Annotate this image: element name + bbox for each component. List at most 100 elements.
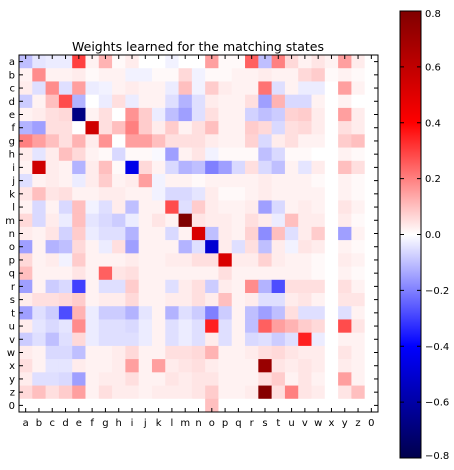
heatmap-cell [45,319,60,334]
heatmap-cell [205,253,219,267]
heatmap-cell [324,372,339,386]
heatmap-cell [218,68,233,82]
heatmap-cell [351,372,366,386]
heatmap-cell [151,213,166,228]
heatmap-cell [231,332,246,347]
heatmap-cell [218,372,233,386]
heatmap-cell [151,293,166,307]
heatmap-cell [364,213,379,228]
heatmap-cell [72,372,86,386]
heatmap-cell [231,147,246,162]
heatmap-cell [98,187,113,201]
heatmap-cell [298,359,312,373]
heatmap-cell [125,372,140,386]
heatmap-cell [178,160,193,175]
heatmap-cell [284,55,299,69]
heatmap-cell [112,174,126,188]
heatmap-cell [324,306,339,320]
colorbar-tick-label: 0.2 [425,174,441,185]
heatmap-cell [271,81,286,96]
heatmap-cell [338,398,352,413]
heatmap-cell [284,134,299,148]
heatmap-cell [72,68,86,82]
heatmap-cell [165,253,179,267]
heatmap-cell [112,55,126,69]
heatmap-cell [258,174,273,188]
heatmap-cell [45,213,60,228]
heatmap-cell [32,398,46,413]
heatmap-cell [165,94,179,109]
heatmap-cell [324,253,339,267]
heatmap-cell [138,240,153,254]
heatmap-cell [351,293,366,307]
heatmap-cell [72,160,86,175]
heatmap-cell [258,200,273,215]
heatmap-cell [112,306,126,320]
heatmap-cell [338,279,352,294]
heatmap-cell [284,160,299,175]
heatmap-cell [98,319,113,334]
heatmap-cell [258,359,273,373]
heatmap-cell [58,372,73,386]
heatmap-cell [351,385,366,400]
heatmap-cell [58,332,73,347]
heatmap-cell [178,81,193,96]
heatmap-cell [151,107,166,122]
heatmap-cell [85,385,100,400]
heatmap-cell [271,240,286,254]
heatmap-cell [338,121,352,135]
heatmap-cell [165,279,179,294]
heatmap-cell [231,240,246,254]
heatmap-cell [271,385,286,400]
heatmap-cell [218,332,233,347]
heatmap-cell [98,398,113,413]
heatmap-cell [72,266,86,281]
heatmap-cell [58,68,73,82]
heatmap-cell [191,68,206,82]
heatmap-cell [324,226,339,241]
heatmap-cell [125,81,140,96]
heatmap-cell [58,107,73,122]
heatmap-cell [311,372,326,386]
heatmap-cell [32,385,46,400]
x-tick-label: j [143,418,147,429]
heatmap-cell [112,319,126,334]
heatmap-cell [85,213,100,228]
heatmap-cell [205,398,219,413]
heatmap-cell [298,266,312,281]
heatmap-cell [151,121,166,135]
heatmap-cell [72,293,86,307]
heatmap-cell [178,213,193,228]
x-tick-label: p [222,418,228,429]
heatmap-cell [125,266,140,281]
heatmap-cell [245,81,259,96]
heatmap-cell [138,55,153,69]
heatmap-cell [231,359,246,373]
heatmap-cell [284,94,299,109]
heatmap-cell [32,345,46,360]
heatmap-cell [298,279,312,294]
heatmap-cell [72,187,86,201]
heatmap-cell [324,107,339,122]
y-tick-label: w [7,348,15,359]
heatmap-cell [45,266,60,281]
heatmap-cells [19,55,379,413]
heatmap-cell [138,94,153,109]
y-tick-label: t [11,308,15,319]
heatmap-cell [364,174,379,188]
heatmap-cell [72,226,86,241]
heatmap-cell [58,160,73,175]
heatmap-cell [298,68,312,82]
heatmap-cell [125,134,140,148]
chart-title: Weights learned for the matching states [72,39,324,54]
heatmap-cell [311,174,326,188]
heatmap-cell [32,240,46,254]
heatmap-cell [364,200,379,215]
heatmap-cell [364,68,379,82]
heatmap-cell [58,279,73,294]
heatmap-cell [311,240,326,254]
heatmap-cell [205,187,219,201]
heatmap-cell [125,240,140,254]
heatmap-cell [19,68,33,82]
heatmap-cell [151,160,166,175]
